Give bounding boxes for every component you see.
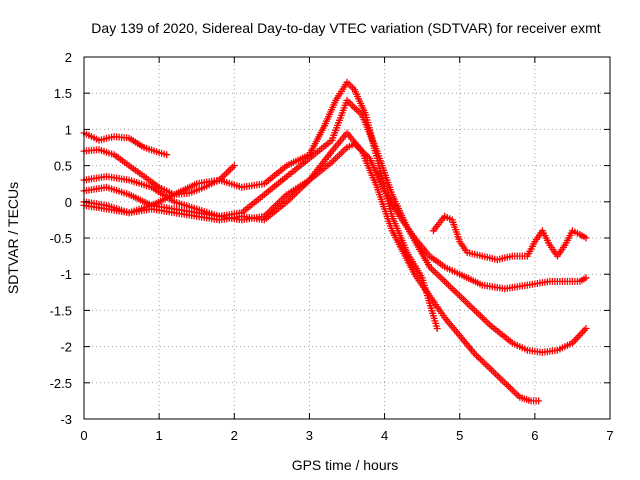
y-tick-label: 0.5 xyxy=(54,159,72,174)
y-tick-label: 0 xyxy=(65,195,72,210)
x-tick-label: 1 xyxy=(156,428,163,443)
y-tick-label: 1.5 xyxy=(54,86,72,101)
y-tick-label: -2.5 xyxy=(50,376,72,391)
y-tick-label: -1 xyxy=(60,267,72,282)
x-tick-label: 6 xyxy=(531,428,538,443)
x-tick-label: 0 xyxy=(80,428,87,443)
y-tick-label: 1 xyxy=(65,122,72,137)
y-tick-label: -0.5 xyxy=(50,231,72,246)
y-tick-label: -1.5 xyxy=(50,303,72,318)
y-tick-label: 2 xyxy=(65,50,72,65)
x-tick-label: 3 xyxy=(306,428,313,443)
x-tick-label: 7 xyxy=(606,428,613,443)
y-axis-title: SDTVAR / TECUs xyxy=(5,182,21,294)
x-tick-label: 2 xyxy=(231,428,238,443)
chart: Day 139 of 2020, Sidereal Day-to-day VTE… xyxy=(0,0,640,480)
chart-title: Day 139 of 2020, Sidereal Day-to-day VTE… xyxy=(91,20,600,36)
x-tick-label: 4 xyxy=(381,428,388,443)
y-tick-label: -3 xyxy=(60,412,72,427)
x-tick-label: 5 xyxy=(456,428,463,443)
x-axis-title: GPS time / hours xyxy=(292,457,399,473)
y-tick-label: -2 xyxy=(60,340,72,355)
